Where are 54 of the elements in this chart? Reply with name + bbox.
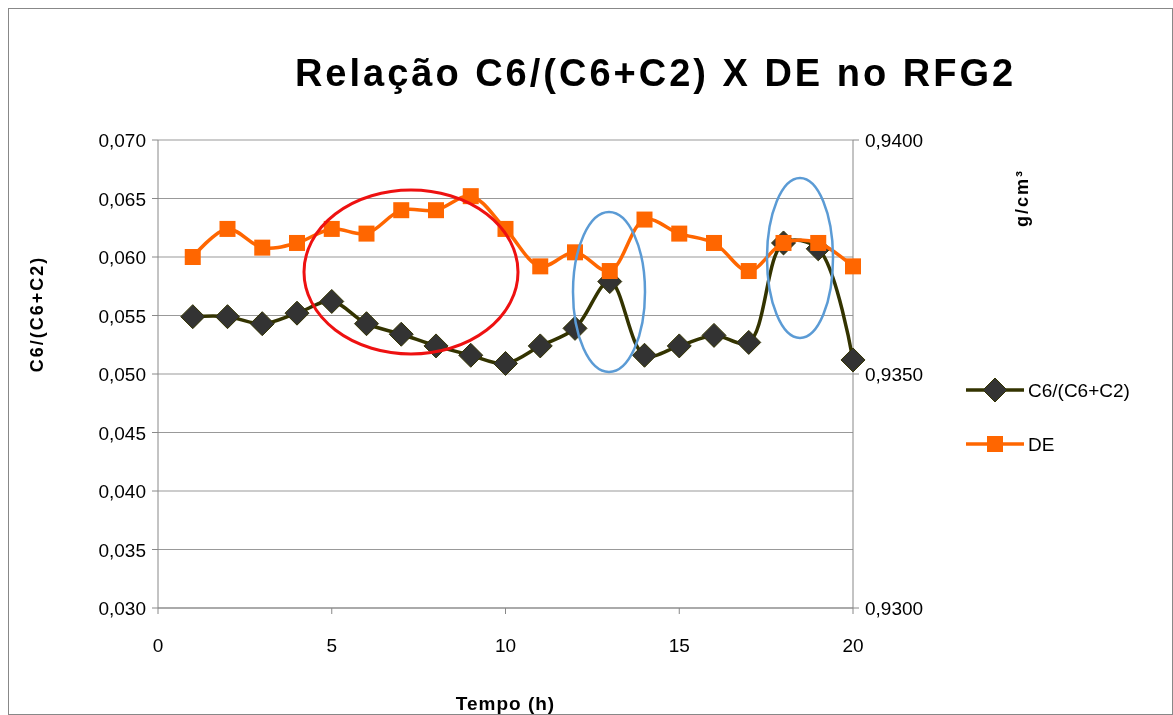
y-tick-label: 0,060 (98, 247, 146, 268)
x-tick-label: 15 (668, 635, 690, 656)
point (284, 300, 310, 326)
y-tick-label: 0,045 (98, 422, 146, 444)
legend-label: C6/(C6+C2) (1028, 380, 1130, 401)
legend-label: DE (1028, 434, 1055, 455)
point (845, 258, 861, 275)
point (388, 321, 414, 347)
point (810, 234, 827, 251)
point (493, 350, 518, 376)
x-tick-label: 10 (494, 635, 517, 656)
point (636, 211, 653, 228)
y2-tick-label: 0,9300 (865, 598, 924, 619)
y-tick-label: 0,050 (98, 364, 146, 385)
point (215, 304, 240, 330)
point (184, 249, 201, 265)
x-tick-label: 20 (842, 635, 864, 656)
point (354, 311, 379, 337)
point (428, 202, 444, 219)
y-tick-label: 0,070 (98, 130, 146, 151)
point (393, 202, 410, 219)
y-tick-label: 0,055 (98, 305, 146, 327)
point (319, 288, 345, 314)
x-tick-label: 5 (326, 635, 338, 656)
point (701, 322, 727, 348)
point (323, 220, 340, 237)
x-tick-label: 0 (152, 635, 164, 656)
point (706, 234, 722, 251)
point (601, 263, 618, 280)
point (458, 342, 484, 368)
point (180, 304, 206, 330)
point (666, 333, 692, 359)
y-tick-label: 0,030 (98, 598, 146, 619)
point (532, 258, 549, 275)
point (219, 220, 236, 237)
chart-title: Relação C6/(C6+C2) X DE no RFG2 (294, 52, 1017, 94)
y-tick-label: 0,040 (98, 481, 146, 502)
point (527, 333, 553, 359)
x-axis-title: Tempo (h) (455, 693, 556, 714)
point (671, 225, 688, 242)
point (736, 329, 762, 355)
y-axis-title: C6/(C6+C2) (27, 255, 47, 373)
point (740, 263, 757, 280)
point (840, 347, 866, 373)
y-tick-label: 0,035 (98, 539, 146, 561)
point (254, 239, 271, 256)
point (632, 342, 657, 368)
y2-tick-label: 0,9400 (865, 130, 924, 151)
y2-axis-title: g/cm³ (1012, 168, 1032, 228)
y2-tick-label: 0,9350 (865, 364, 924, 385)
point (249, 311, 275, 337)
point (289, 234, 305, 251)
point (358, 225, 375, 242)
y-tick-label: 0,065 (98, 188, 146, 210)
